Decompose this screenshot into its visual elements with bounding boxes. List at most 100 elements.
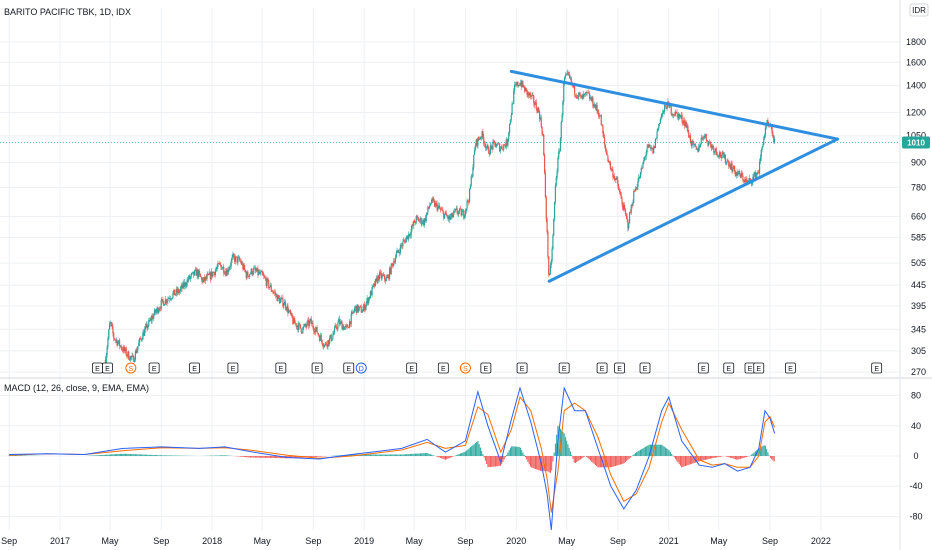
event-marker[interactable]: E [189, 362, 200, 374]
candle-body [764, 127, 767, 136]
event-label: E [192, 366, 197, 373]
event-marker[interactable]: E [723, 362, 735, 374]
candle-body [173, 289, 176, 296]
candle-body [158, 309, 160, 313]
x-tick-label: Sep [610, 536, 626, 546]
candle-body [504, 145, 507, 147]
x-tick-label: May [406, 536, 424, 546]
candle-body [112, 326, 114, 334]
event-label: S [128, 366, 133, 373]
earnings-icon [480, 362, 492, 374]
candle-body [670, 106, 672, 115]
event-marker[interactable]: E [614, 362, 625, 374]
candle-body [353, 311, 355, 313]
event-marker[interactable]: E [480, 362, 492, 374]
candle-body [676, 112, 678, 114]
candle-body [501, 146, 503, 149]
event-marker[interactable]: E [753, 362, 765, 374]
candle-body [435, 202, 437, 204]
event-marker[interactable]: E [92, 362, 103, 374]
earnings-icon [311, 362, 323, 374]
candle-body [121, 348, 123, 350]
candle-body [628, 212, 631, 224]
candle-body [277, 295, 279, 301]
event-marker[interactable]: E [785, 362, 796, 374]
price-pane[interactable] [0, 69, 900, 366]
candle-body [367, 298, 369, 304]
candle-body [140, 338, 142, 340]
candle-body [741, 173, 743, 176]
candle-body [228, 267, 231, 270]
candle-body [588, 93, 591, 100]
x-tick-label: 2019 [354, 536, 374, 546]
event-marker[interactable]: E [437, 362, 449, 374]
event-marker[interactable]: E [275, 362, 287, 374]
candle-body [125, 348, 127, 356]
price-tick-label: 345 [911, 324, 926, 334]
event-marker[interactable]: E [148, 362, 160, 374]
event-marker[interactable]: E [596, 362, 608, 374]
event-marker[interactable]: S [125, 362, 137, 374]
candle-body [756, 172, 758, 175]
candle-body [710, 144, 712, 149]
trendline[interactable] [547, 137, 839, 283]
candle-body [589, 97, 592, 100]
candle-body [653, 146, 656, 149]
candle-body [260, 271, 262, 273]
candle-body [380, 272, 382, 279]
price-tick-label: 1050 [906, 131, 926, 141]
candle-body [420, 218, 422, 225]
candle-body [723, 154, 725, 158]
candle-body [356, 304, 358, 313]
event-marker[interactable]: E [102, 362, 113, 374]
candle-body [528, 92, 530, 96]
event-marker[interactable]: D [355, 362, 367, 374]
trendline[interactable] [509, 69, 839, 141]
event-marker[interactable]: E [311, 362, 323, 374]
candle-body [430, 202, 432, 204]
candle-body [311, 322, 313, 324]
event-marker[interactable]: E [227, 362, 239, 374]
event-label: E [152, 366, 157, 373]
candle-body [166, 300, 168, 303]
candle-body [473, 149, 476, 155]
candle-body [401, 245, 403, 247]
candle-body [520, 82, 522, 87]
candle-body [219, 263, 222, 265]
candle-body [415, 216, 417, 223]
event-marker[interactable]: E [406, 362, 418, 374]
candle-body [450, 213, 452, 218]
macd-pane[interactable] [8, 386, 776, 531]
event-marker[interactable]: E [516, 362, 528, 374]
event-marker[interactable]: E [558, 362, 570, 374]
candle-body [617, 180, 619, 187]
candle-body [340, 321, 342, 323]
event-marker[interactable]: E [639, 362, 651, 374]
candle-body [276, 294, 278, 301]
currency-badge[interactable]: IDR [909, 3, 929, 17]
event-marker[interactable]: S [459, 362, 471, 374]
candle-body [661, 113, 663, 117]
event-marker[interactable]: E [871, 362, 883, 374]
candle-body [428, 205, 431, 208]
candle-body [287, 305, 289, 314]
candle-body [736, 172, 738, 176]
candle-body [161, 299, 163, 301]
candle-body [201, 277, 203, 283]
event-marker[interactable]: E [697, 362, 709, 374]
candle-body [183, 282, 185, 287]
candle-body [149, 318, 152, 321]
price-tick-label: 900 [911, 158, 926, 168]
event-label: E [562, 366, 567, 373]
candle-body [109, 322, 112, 324]
event-marker[interactable]: E [343, 362, 355, 374]
candle-body [550, 260, 552, 266]
candle-body [298, 323, 300, 331]
candle-body [162, 299, 164, 302]
candle-body [303, 324, 306, 327]
candle-body [144, 326, 147, 330]
candle-body [585, 91, 587, 93]
candle-body [398, 251, 401, 254]
